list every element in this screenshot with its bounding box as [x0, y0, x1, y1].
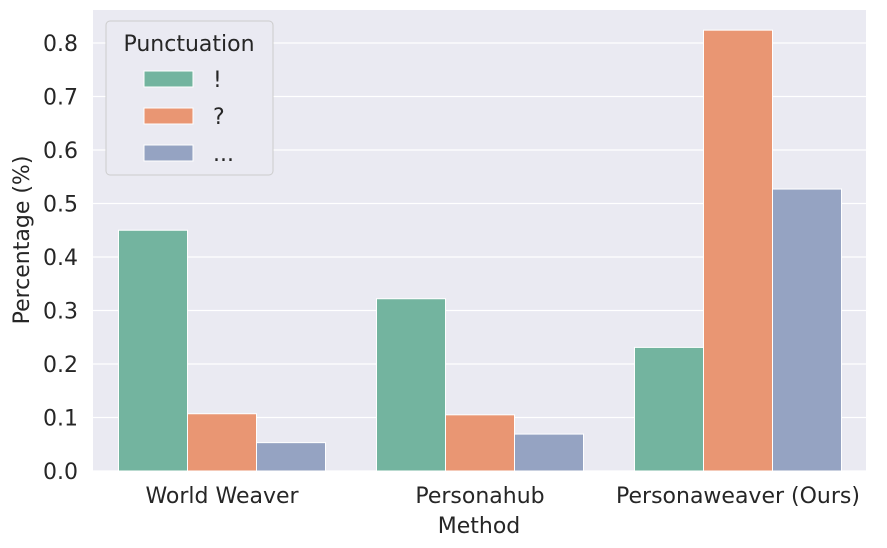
- x-tick-labels: World Weaver Personahub Personaweaver (Our…: [145, 484, 860, 509]
- y-tick-label: 0.1: [43, 407, 78, 432]
- bar-question-1: [445, 414, 515, 472]
- bars: [118, 29, 842, 472]
- y-tick-label: 0.5: [43, 193, 78, 218]
- bar-question-2: [703, 29, 773, 472]
- legend-swatch: [143, 70, 194, 88]
- legend-swatch: [143, 144, 194, 162]
- y-tick-label: 0.6: [43, 139, 78, 164]
- legend: Punctuation !?...: [105, 20, 274, 176]
- x-tick-label: World Weaver: [145, 484, 299, 509]
- legend-swatch: [143, 107, 194, 125]
- y-axis-label: Percentage (%): [10, 156, 35, 325]
- y-tick-label: 0.2: [43, 353, 78, 378]
- y-tick-labels: 0.0 0.1 0.2 0.3 0.4 0.5 0.6 0.7 0.8: [43, 32, 78, 485]
- legend-label: !: [213, 68, 222, 93]
- y-tick-label: 0.0: [43, 460, 78, 485]
- legend-items: !?...: [143, 68, 234, 167]
- legend-frame: [105, 20, 274, 176]
- legend-title: Punctuation: [123, 32, 254, 57]
- bar-question-0: [187, 413, 257, 472]
- bar-ellipsis-0: [256, 442, 326, 472]
- y-tick-label: 0.3: [43, 300, 78, 325]
- y-tick-label: 0.8: [43, 32, 78, 57]
- y-tick-label: 0.7: [43, 86, 78, 111]
- x-tick-label: Personahub: [415, 484, 544, 509]
- x-axis-label: Method: [438, 514, 521, 539]
- bar-exclaim-1: [376, 298, 446, 472]
- legend-label: ...: [213, 142, 234, 167]
- y-tick-label: 0.4: [43, 246, 78, 271]
- bar-exclaim-0: [118, 229, 188, 472]
- legend-label: ?: [213, 105, 225, 130]
- bar-exclaim-2: [634, 346, 704, 472]
- bar-ellipsis-1: [514, 433, 584, 472]
- bar-ellipsis-2: [772, 188, 842, 472]
- x-tick-label: Personaweaver (Ours): [616, 484, 860, 509]
